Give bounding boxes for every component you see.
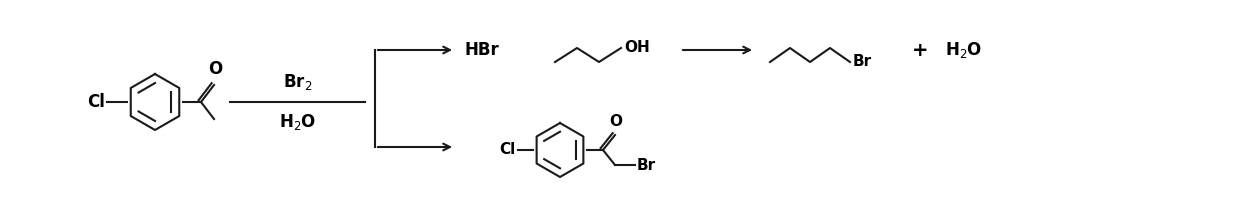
Text: O: O <box>208 60 222 78</box>
Text: Cl: Cl <box>500 142 516 158</box>
Text: Cl: Cl <box>87 93 105 111</box>
Text: +: + <box>911 40 929 60</box>
Text: OH: OH <box>624 40 650 55</box>
Text: Br$_2$: Br$_2$ <box>283 72 312 92</box>
Text: H$_2$O: H$_2$O <box>945 40 982 60</box>
Text: Br: Br <box>853 54 872 68</box>
Text: O: O <box>610 114 622 129</box>
Text: HBr: HBr <box>465 41 500 59</box>
Text: Br: Br <box>637 158 656 173</box>
Text: H$_2$O: H$_2$O <box>279 112 316 132</box>
